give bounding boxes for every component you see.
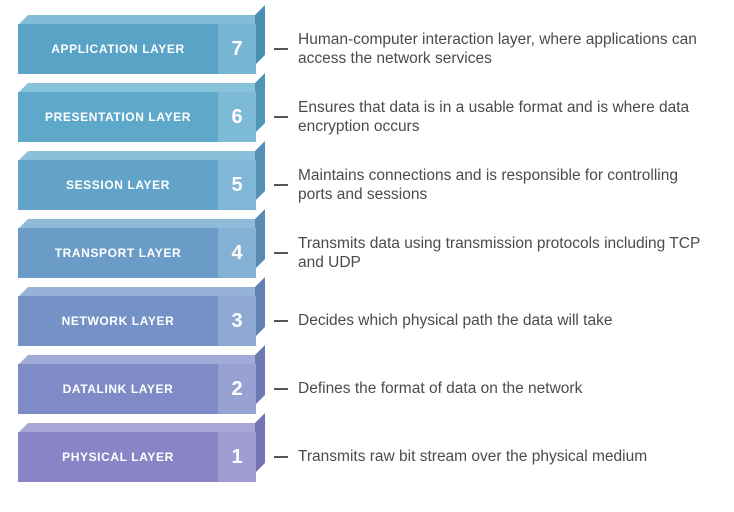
block-side-face	[255, 141, 265, 201]
layer-description: Maintains connections and is responsible…	[298, 166, 716, 205]
block-side-face	[255, 5, 265, 65]
osi-layer-row: PHYSICAL LAYER1 Transmits raw bit stream …	[18, 428, 716, 486]
connector-dash	[274, 184, 288, 186]
block-front-face: NETWORK LAYER3	[18, 296, 256, 346]
osi-layer-row: TRANSPORT LAYER4 Transmits data using tra…	[18, 224, 716, 282]
block-front-face: PRESENTATION LAYER6	[18, 92, 256, 142]
block-side-face	[255, 73, 265, 133]
layer-label: NETWORK LAYER	[18, 296, 218, 346]
connector-dash	[274, 456, 288, 458]
layer-number: 2	[218, 364, 256, 414]
osi-layer-row: APPLICATION LAYER7 Human-computer interac…	[18, 20, 716, 78]
osi-layer-row: NETWORK LAYER3 Decides which physical pat…	[18, 292, 716, 350]
layer-number: 1	[218, 432, 256, 482]
block-front-face: TRANSPORT LAYER4	[18, 228, 256, 278]
connector-dash	[274, 388, 288, 390]
layer-block: PRESENTATION LAYER6	[18, 92, 256, 142]
layer-block: DATALINK LAYER2	[18, 364, 256, 414]
layer-description: Ensures that data is in a usable format …	[298, 98, 716, 137]
block-front-face: SESSION LAYER5	[18, 160, 256, 210]
connector-dash	[274, 48, 288, 50]
layer-description: Defines the format of data on the networ…	[298, 379, 582, 398]
connector-dash	[274, 116, 288, 118]
osi-layer-row: SESSION LAYER5 Maintains connections and …	[18, 156, 716, 214]
layer-number: 5	[218, 160, 256, 210]
layer-description: Transmits raw bit stream over the physic…	[298, 447, 647, 466]
layer-number: 3	[218, 296, 256, 346]
layer-label: TRANSPORT LAYER	[18, 228, 218, 278]
layer-number: 4	[218, 228, 256, 278]
block-front-face: APPLICATION LAYER7	[18, 24, 256, 74]
layer-description: Human-computer interaction layer, where …	[298, 30, 716, 69]
layer-block: APPLICATION LAYER7	[18, 24, 256, 74]
block-side-face	[255, 413, 265, 473]
layer-number: 6	[218, 92, 256, 142]
block-side-face	[255, 277, 265, 337]
layer-label: PRESENTATION LAYER	[18, 92, 218, 142]
layer-label: APPLICATION LAYER	[18, 24, 218, 74]
osi-layer-row: PRESENTATION LAYER6 Ensures that data is …	[18, 88, 716, 146]
layer-description: Transmits data using transmission protoc…	[298, 234, 716, 273]
layer-description: Decides which physical path the data wil…	[298, 311, 612, 330]
block-front-face: DATALINK LAYER2	[18, 364, 256, 414]
block-side-face	[255, 209, 265, 269]
connector-dash	[274, 320, 288, 322]
layer-block: PHYSICAL LAYER1	[18, 432, 256, 482]
layer-block: NETWORK LAYER3	[18, 296, 256, 346]
block-front-face: PHYSICAL LAYER1	[18, 432, 256, 482]
connector-dash	[274, 252, 288, 254]
layer-number: 7	[218, 24, 256, 74]
osi-layer-row: DATALINK LAYER2 Defines the format of dat…	[18, 360, 716, 418]
layer-block: TRANSPORT LAYER4	[18, 228, 256, 278]
layer-label: PHYSICAL LAYER	[18, 432, 218, 482]
block-side-face	[255, 345, 265, 405]
osi-layer-list: APPLICATION LAYER7 Human-computer interac…	[18, 20, 716, 486]
layer-label: DATALINK LAYER	[18, 364, 218, 414]
layer-block: SESSION LAYER5	[18, 160, 256, 210]
layer-label: SESSION LAYER	[18, 160, 218, 210]
